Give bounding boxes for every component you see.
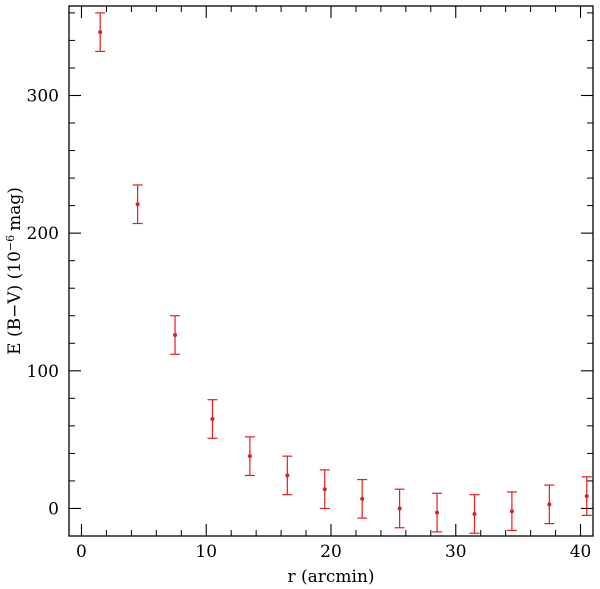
- y-tick-label: 100: [27, 362, 59, 382]
- data-point: [95, 12, 106, 53]
- data-point: [319, 469, 330, 510]
- data-marker: [135, 202, 140, 207]
- y-tick-label: 200: [27, 224, 59, 244]
- data-point: [132, 184, 143, 225]
- tick-labels: 0 10 20 30 40 0 100 200 300: [27, 86, 592, 562]
- data-point: [207, 399, 218, 439]
- x-axis-label: r (arcmin): [287, 567, 374, 587]
- data-point: [244, 436, 255, 477]
- x-tick-label: 30: [445, 542, 467, 562]
- data-point: [170, 315, 181, 355]
- y-tick-label: 0: [48, 499, 59, 519]
- data-marker: [247, 454, 252, 459]
- x-tick-label: 0: [76, 542, 87, 562]
- x-tick-label: 20: [320, 542, 342, 562]
- x-tick-label: 10: [195, 542, 217, 562]
- data-marker: [435, 510, 440, 515]
- data-point: [506, 491, 517, 532]
- y-tick-label: 300: [27, 86, 59, 106]
- x-tick-label: 40: [570, 542, 592, 562]
- y-axis-label: E (B−V) (10−6mag): [4, 187, 26, 355]
- data-point: [432, 492, 443, 533]
- data-point: [394, 488, 405, 529]
- plot-frame: [68, 5, 594, 537]
- data-marker: [472, 511, 477, 516]
- data-marker: [285, 473, 290, 478]
- data-marker: [547, 502, 552, 507]
- data-marker: [173, 333, 178, 338]
- data-point: [581, 476, 592, 516]
- data-point: [469, 494, 480, 534]
- data-marker: [98, 30, 103, 35]
- data-marker: [397, 506, 402, 511]
- data-marker: [322, 487, 327, 492]
- data-marker: [509, 509, 514, 514]
- data-marker: [360, 496, 365, 501]
- axis-ticks: [69, 6, 593, 537]
- data-marker: [584, 494, 589, 499]
- data-point: [544, 484, 555, 525]
- data-point: [357, 478, 368, 519]
- data-point: [282, 455, 293, 496]
- data-points: [95, 12, 592, 534]
- data-marker: [210, 416, 215, 421]
